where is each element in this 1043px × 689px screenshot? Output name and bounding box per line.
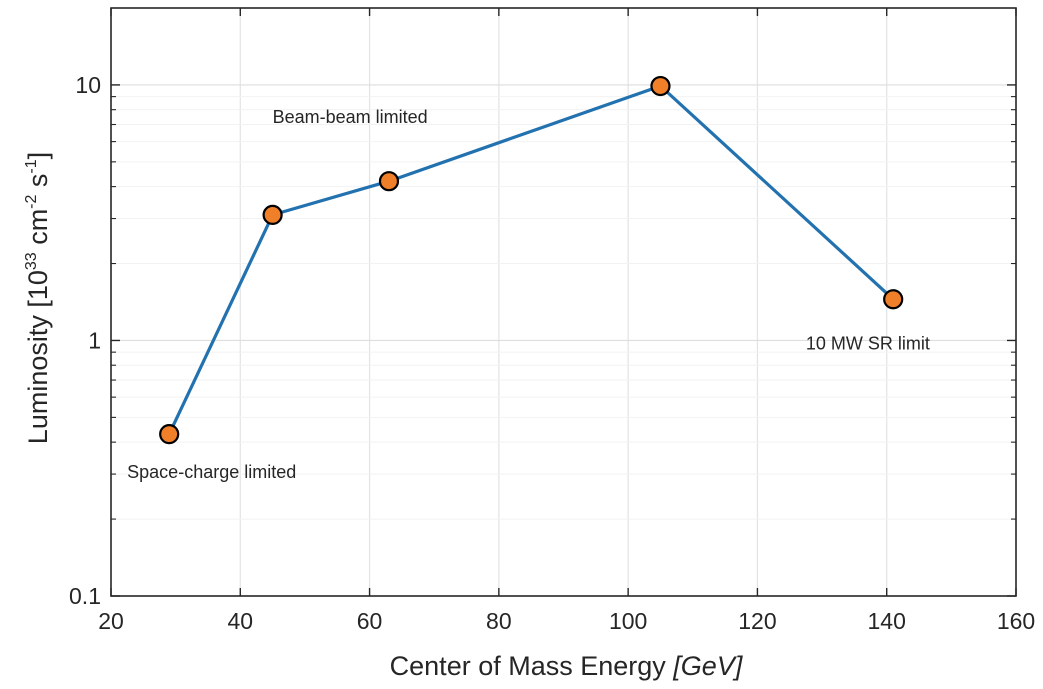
y-tick-label: 1: [88, 327, 101, 353]
y-axis-title-suffix: ]: [23, 152, 53, 160]
x-tick-label: 160: [997, 608, 1035, 634]
label-layer: 20 40 60 80 100 120 140 160 0.1 1 10: [69, 72, 1035, 634]
x-tick-label: 120: [738, 608, 776, 634]
y-axis-title-exp1: 33: [23, 252, 40, 270]
annotation-label: 10 MW SR limit: [806, 334, 930, 354]
data-point: [883, 289, 904, 310]
x-tick-label: 40: [227, 608, 253, 634]
y-tick-label: 10: [75, 72, 101, 98]
annotation-layer: Beam-beam limited Space-charge limited 10 …: [127, 107, 930, 482]
annotation-label: Space-charge limited: [127, 462, 296, 482]
y-axis-title: Luminosity [1033 cm-2 s-1]: [23, 152, 53, 444]
data-point: [159, 424, 180, 445]
x-tick-label: 60: [357, 608, 383, 634]
data-point: [262, 204, 283, 226]
y-tick-label: 0.1: [69, 583, 101, 609]
x-tick-label: 140: [868, 608, 906, 634]
series-layer: [159, 75, 904, 445]
y-axis-title-exp3: -1: [23, 159, 40, 173]
x-axis-title-unit: [GeV]: [672, 651, 744, 681]
x-axis-title: Center of Mass Energy [GeV]: [390, 651, 744, 681]
x-tick-label: 100: [609, 608, 647, 634]
grid-layer: [111, 8, 1016, 596]
series-line: [167, 84, 895, 435]
annotation-label: Beam-beam limited: [273, 107, 428, 127]
y-axis-title-exp2: -2: [23, 194, 40, 208]
x-axis-title-text: Center of Mass Energy: [390, 651, 667, 681]
ticks-layer: [110, 8, 1017, 597]
data-point: [378, 171, 400, 192]
y-axis-title-mid2: s: [23, 174, 53, 195]
y-axis-title-prefix: Luminosity [10: [23, 270, 53, 444]
plot-frame: [110, 7, 1017, 597]
x-tick-label: 20: [98, 608, 124, 634]
x-tick-label: 80: [486, 608, 512, 634]
data-point: [650, 75, 671, 97]
y-axis-title-mid: cm: [23, 209, 53, 253]
